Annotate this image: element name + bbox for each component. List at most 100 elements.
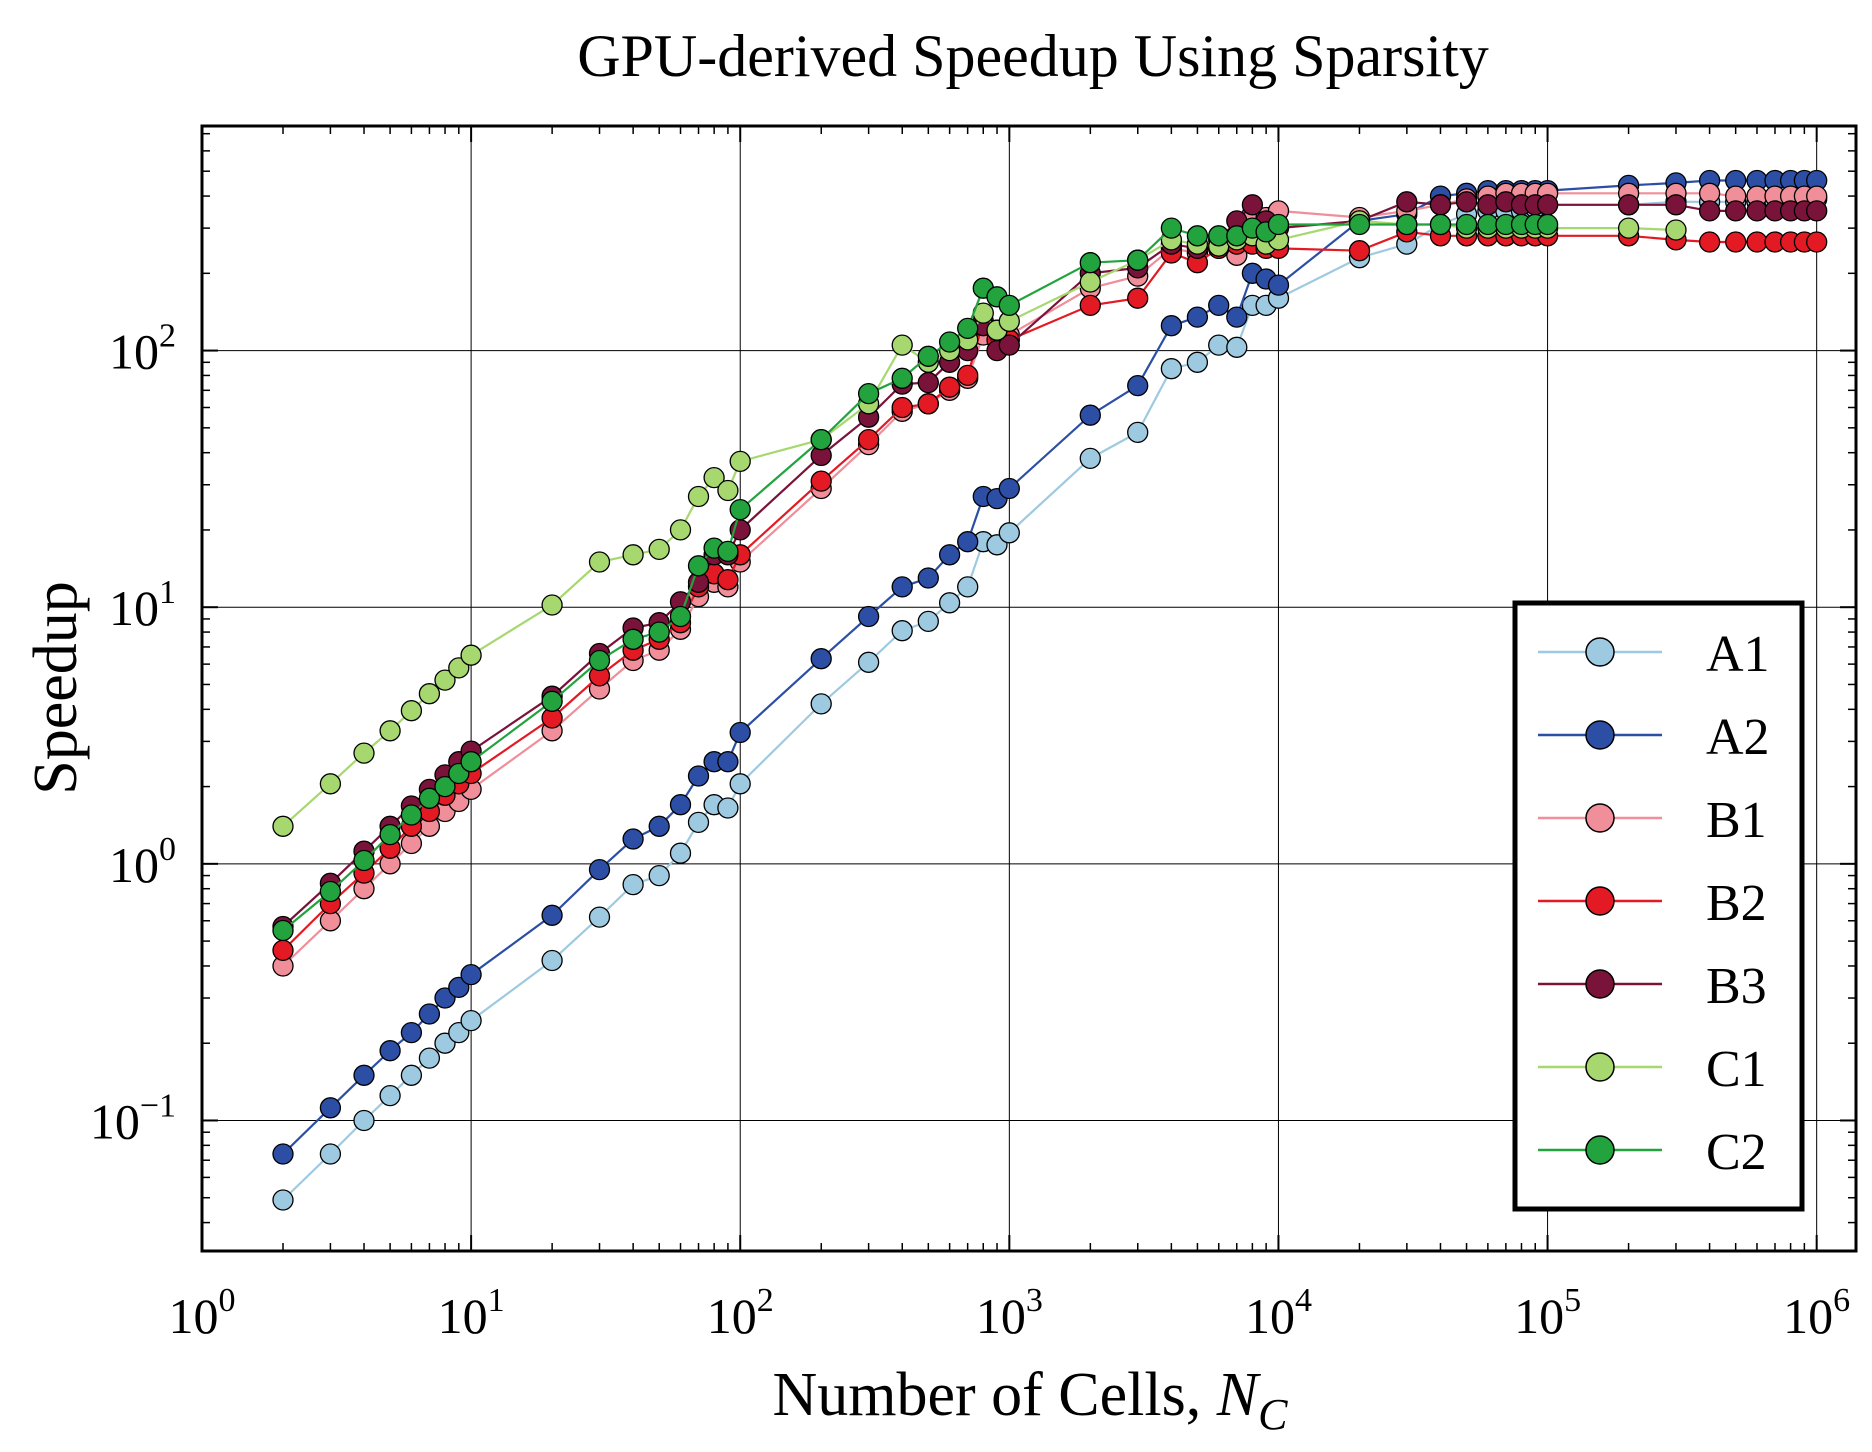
data-point-b2 [717,569,739,591]
data-point-c2 [1127,249,1149,271]
data-point-a1 [998,522,1020,544]
data-point-c2 [998,294,1020,317]
legend-item-b3: B3 [1538,958,1767,1015]
y-tick-label-base: 10 [109,837,159,893]
data-point-c2 [857,382,880,405]
data-point-b3 [1746,200,1768,222]
data-point-a2 [938,544,961,566]
data-point-b2 [810,470,832,492]
legend-label-c1: C1 [1706,1041,1767,1098]
data-point-a2 [998,477,1020,500]
data-point-a1 [669,842,692,864]
legend-marker-a2 [1585,720,1615,750]
data-point-a2 [687,765,710,787]
data-point-a1 [1160,358,1183,380]
x-tick-label-base: 10 [976,1288,1026,1344]
legend-marker-c1 [1585,1052,1615,1082]
data-point-c2 [669,605,692,628]
data-point-b2 [917,393,939,415]
y-tick-label-base: 10 [90,1093,140,1149]
y-tick-label: 10−1 [90,1087,176,1149]
x-tick-label: 105 [1514,1282,1581,1344]
data-point-b2 [1806,231,1828,253]
data-point-a2 [1208,294,1230,317]
data-point-a1 [1079,447,1101,470]
series-line-b2 [282,230,1817,952]
data-point-a1 [1127,421,1149,444]
data-point-c2 [648,621,670,643]
x-tick-label-base: 10 [1245,1288,1295,1344]
data-point-a2 [1160,315,1183,337]
data-point-b2 [272,939,294,962]
x-tick-label-base: 10 [438,1288,488,1344]
y-tick-label-exponent: −1 [140,1087,176,1124]
data-point-b3 [1665,194,1687,216]
data-point-a2 [272,1143,294,1165]
y-tick-label-base: 10 [109,324,159,380]
data-point-a2 [957,531,979,553]
x-axis-title-symbol: N [1216,1361,1262,1429]
data-point-c1 [703,466,725,489]
series-line-b3 [282,200,1817,928]
y-tick-label: 102 [109,318,176,380]
plot-frame [200,124,1858,1253]
data-point-a2 [648,815,670,837]
data-point-c2 [1079,252,1101,274]
data-point-a2 [717,751,739,773]
legend-label-b1: B1 [1706,792,1767,849]
data-point-c1 [319,773,342,795]
data-point-c2 [1477,213,1499,236]
data-point-b3 [1455,191,1478,213]
series-b2 [272,221,1828,962]
data-point-a1 [588,906,611,928]
data-point-a1 [1208,334,1230,356]
x-tick-label: 106 [1783,1282,1850,1344]
data-point-a1 [729,773,751,795]
data-point-c2 [810,428,832,451]
x-tick-label-exponent: 1 [488,1282,505,1319]
data-point-c1 [460,644,482,666]
chart-title: GPU-derived Speedup Using Sparsity [577,23,1489,89]
data-point-a1 [379,1084,401,1107]
x-tick-label-exponent: 4 [1295,1282,1312,1319]
x-axis-title: Number of Cells, NC [773,1361,1289,1439]
x-axis-title-text: Number of Cells, [773,1361,1217,1429]
series-c2 [272,213,1559,942]
data-point-c1 [588,551,611,573]
x-tick-label-exponent: 3 [1026,1282,1043,1319]
data-point-c1 [687,485,710,508]
data-point-c2 [1208,225,1230,247]
data-point-a2 [541,904,563,926]
data-point-c2 [272,919,294,942]
y-tick-label: 101 [109,574,176,636]
data-point-b2 [891,396,913,419]
x-tick-label: 102 [707,1282,774,1344]
data-point-c2 [1455,213,1478,236]
data-point-a2 [1226,306,1248,328]
legend-label-b2: B2 [1706,875,1767,932]
data-point-c2 [1160,217,1183,239]
data-point-a1 [460,1009,482,1032]
legend-label-a1: A1 [1706,626,1770,683]
legend-item-b1: B1 [1538,792,1767,849]
y-axis-title: Speedup [22,581,90,795]
data-point-b3 [917,371,939,394]
x-tick-labels: 100 101 102 103 104 105 106 [169,1282,1851,1344]
data-point-c2 [687,555,710,577]
data-point-c2 [729,498,751,521]
data-point-c2 [353,849,375,872]
data-point-a2 [353,1064,375,1086]
data-point-a2 [729,721,751,744]
data-point-c1 [400,700,423,722]
data-point-c1 [379,720,401,742]
data-point-c2 [588,649,611,672]
data-point-c1 [622,544,644,566]
data-point-c1 [891,334,913,356]
data-point-b3 [1617,194,1640,216]
data-point-c1 [272,815,294,837]
data-point-a1 [400,1064,423,1086]
data-point-a1 [687,811,710,834]
x-tick-label-base: 10 [169,1288,219,1344]
data-point-a2 [669,794,692,816]
